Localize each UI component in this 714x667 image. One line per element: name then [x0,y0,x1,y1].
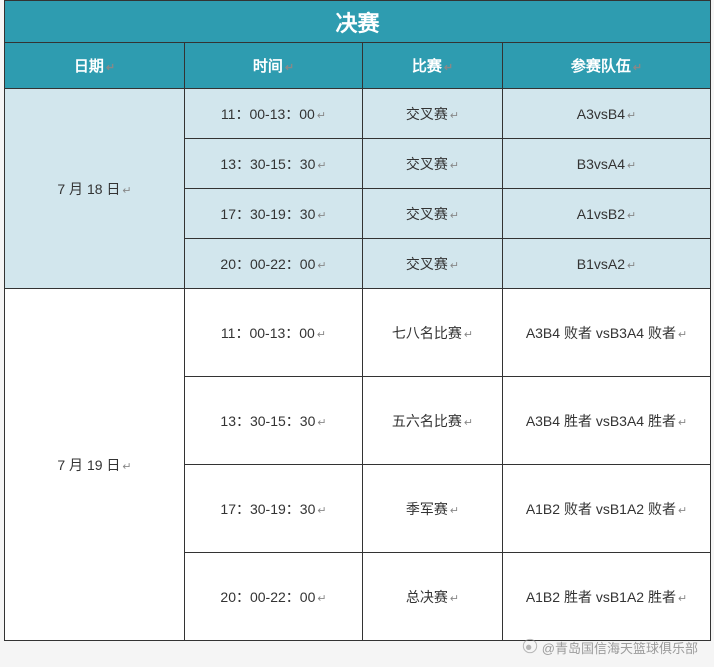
teams-cell: A1B2 败者 vsB1A2 败者↵ [503,465,711,553]
header-row: 日期↵ 时间↵ 比赛↵ 参赛队伍↵ [5,43,711,89]
time-cell: 17：30-19：30↵ [185,189,363,239]
time-cell: 13：30-15：30↵ [185,377,363,465]
col-header-match: 比赛↵ [363,43,503,89]
match-cell: 季军赛↵ [363,465,503,553]
match-cell: 交叉赛↵ [363,239,503,289]
date-cell: 7 月 19 日↵ [5,289,185,641]
time-cell: 11：00-13：00↵ [185,289,363,377]
teams-cell: B3vsA4↵ [503,139,711,189]
col-header-time: 时间↵ [185,43,363,89]
page-title: 决赛 [5,1,711,43]
time-cell: 11：00-13：00↵ [185,89,363,139]
schedule-table-container: 决赛 日期↵ 时间↵ 比赛↵ 参赛队伍↵ 7 月 18 日↵ 11：00-13：… [4,0,710,641]
table-row: 7 月 18 日↵ 11：00-13：00↵ 交叉赛↵ A3vsB4↵ [5,89,711,139]
match-cell: 五六名比赛↵ [363,377,503,465]
teams-cell: A1B2 胜者 vsB1A2 胜者↵ [503,553,711,641]
watermark-text: @青岛国信海天篮球俱乐部 [542,638,698,657]
teams-cell: A3B4 胜者 vsB3A4 胜者↵ [503,377,711,465]
time-cell: 20：00-22：00↵ [185,553,363,641]
col-header-teams: 参赛队伍↵ [503,43,711,89]
time-cell: 20：00-22：00↵ [185,239,363,289]
teams-cell: B1vsA2↵ [503,239,711,289]
match-cell: 交叉赛↵ [363,139,503,189]
table-row: 7 月 19 日↵ 11：00-13：00↵ 七八名比赛↵ A3B4 败者 vs… [5,289,711,377]
match-cell: 总决赛↵ [363,553,503,641]
match-cell: 七八名比赛↵ [363,289,503,377]
schedule-table: 决赛 日期↵ 时间↵ 比赛↵ 参赛队伍↵ 7 月 18 日↵ 11：00-13：… [4,0,711,641]
col-header-date: 日期↵ [5,43,185,89]
match-cell: 交叉赛↵ [363,89,503,139]
time-cell: 13：30-15：30↵ [185,139,363,189]
time-cell: 17：30-19：30↵ [185,465,363,553]
date-cell: 7 月 18 日↵ [5,89,185,289]
teams-cell: A1vsB2↵ [503,189,711,239]
teams-cell: A3B4 败者 vsB3A4 败者↵ [503,289,711,377]
match-cell: 交叉赛↵ [363,189,503,239]
watermark: @青岛国信海天篮球俱乐部 [522,638,698,657]
weibo-icon [522,638,538,657]
title-row: 决赛 [5,1,711,43]
teams-cell: A3vsB4↵ [503,89,711,139]
